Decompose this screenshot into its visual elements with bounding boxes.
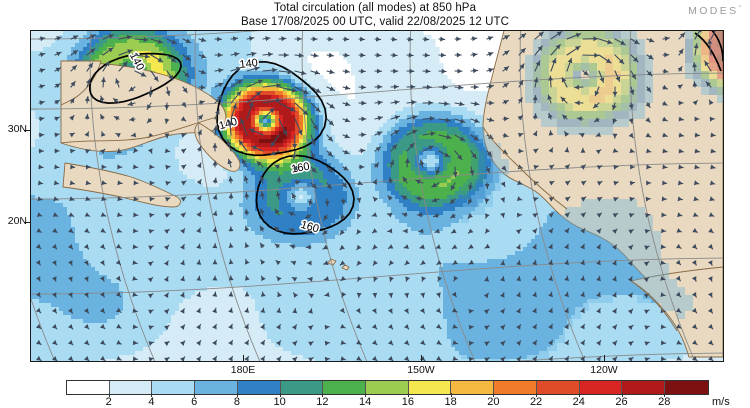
contour-label: 160 — [299, 219, 320, 236]
contour-label: 160 — [290, 161, 310, 176]
colorbar-tick-label: 28 — [658, 396, 671, 408]
colorbar-tick-label: 4 — [148, 396, 155, 408]
contour-line-layer — [88, 31, 723, 235]
logo-trademark-mark: ° — [738, 5, 741, 12]
lon-axis-tick — [421, 355, 423, 361]
colorbar-segment — [237, 381, 281, 394]
colorbar-tick-label: 12 — [316, 396, 329, 408]
colorbar-unit-label: m/s — [712, 396, 730, 408]
colorbar-tick — [536, 393, 538, 397]
graticule-layer — [31, 31, 723, 361]
colorbar[interactable] — [66, 380, 709, 395]
colorbar-segment — [494, 381, 537, 394]
colorbar-tick-label: 6 — [191, 396, 198, 408]
colorbar-segment — [67, 381, 110, 394]
colorbar-segment — [280, 381, 324, 394]
colorbar-segment — [195, 381, 238, 394]
colorbar-tick-label: 18 — [444, 396, 457, 408]
colorbar-tick — [365, 393, 367, 397]
lat-axis-label: 20N — [7, 215, 27, 227]
lat-axis-label: 30N — [7, 123, 27, 135]
lon-axis-tick — [243, 355, 245, 361]
colorbar-segment — [366, 381, 409, 394]
colorbar-tick — [236, 393, 238, 397]
colorbar-tick — [322, 393, 324, 397]
colorbar-segment — [622, 381, 666, 394]
colorbar-tick-label: 20 — [487, 396, 500, 408]
colorbar-tick — [151, 393, 153, 397]
colorbar-tick-label: 26 — [615, 396, 628, 408]
colorbar-tick — [621, 393, 623, 397]
colorbar-segment — [579, 381, 623, 394]
lat-axis-tick — [24, 130, 30, 132]
colorbar-segment — [451, 381, 495, 394]
colorbar-segment — [665, 381, 708, 394]
colorbar-segment — [323, 381, 367, 394]
logo-text: MODES — [688, 5, 739, 17]
lon-axis-tick — [604, 355, 606, 361]
lon-axis-label: 120W — [590, 364, 618, 376]
lon-axis-label: 150W — [407, 364, 435, 376]
contour-label: 140 — [218, 116, 239, 133]
page-title: Total circulation (all modes) at 850 hPa… — [0, 1, 750, 29]
colorbar-segment — [536, 381, 580, 394]
colorbar-tick — [279, 393, 281, 397]
colorbar-tick — [194, 393, 196, 397]
contour-label: 140 — [218, 116, 239, 133]
title-line-2: Base 17/08/2025 00 UTC, valid 22/08/2025… — [240, 16, 510, 28]
colorbar-tick-label: 2 — [105, 396, 112, 408]
colorbar-tick — [578, 393, 580, 397]
colorbar-tick — [664, 393, 666, 397]
colorbar-segment — [152, 381, 196, 394]
colorbar-tick-label: 22 — [529, 396, 543, 408]
contour-label: 140 — [239, 57, 259, 71]
colorbar-tick-label: 14 — [359, 396, 372, 408]
modes-logo: MODES° — [688, 5, 741, 17]
lat-axis-tick — [24, 222, 30, 224]
colorbar-segment — [408, 381, 452, 394]
coastline-layer — [60, 116, 678, 332]
contour-label: 160 — [290, 161, 310, 176]
colorbar-segment — [109, 381, 153, 394]
wind-vector-layer — [35, 31, 716, 361]
map-canvas: 140 140 140 140 140 140 160 160 160 160 — [31, 31, 723, 361]
title-line-1: Total circulation (all modes) at 850 hPa — [273, 2, 477, 14]
colorbar-tick — [407, 393, 409, 397]
colorbar-tick — [493, 393, 495, 397]
land-field-tint — [461, 31, 723, 361]
colorbar-tick — [450, 393, 452, 397]
contour-label: 140 — [239, 57, 259, 71]
colorbar-tick-label: 10 — [273, 396, 286, 408]
colorbar-tick — [108, 393, 110, 397]
colorbar-tick-label: 16 — [401, 396, 414, 408]
map-plot-area[interactable]: 140 140 140 140 140 140 160 160 160 160 — [30, 30, 724, 362]
colorbar-tick-label: 8 — [233, 396, 240, 408]
lon-axis-label: 180E — [230, 364, 256, 376]
colorbar-tick-label: 24 — [572, 396, 585, 408]
